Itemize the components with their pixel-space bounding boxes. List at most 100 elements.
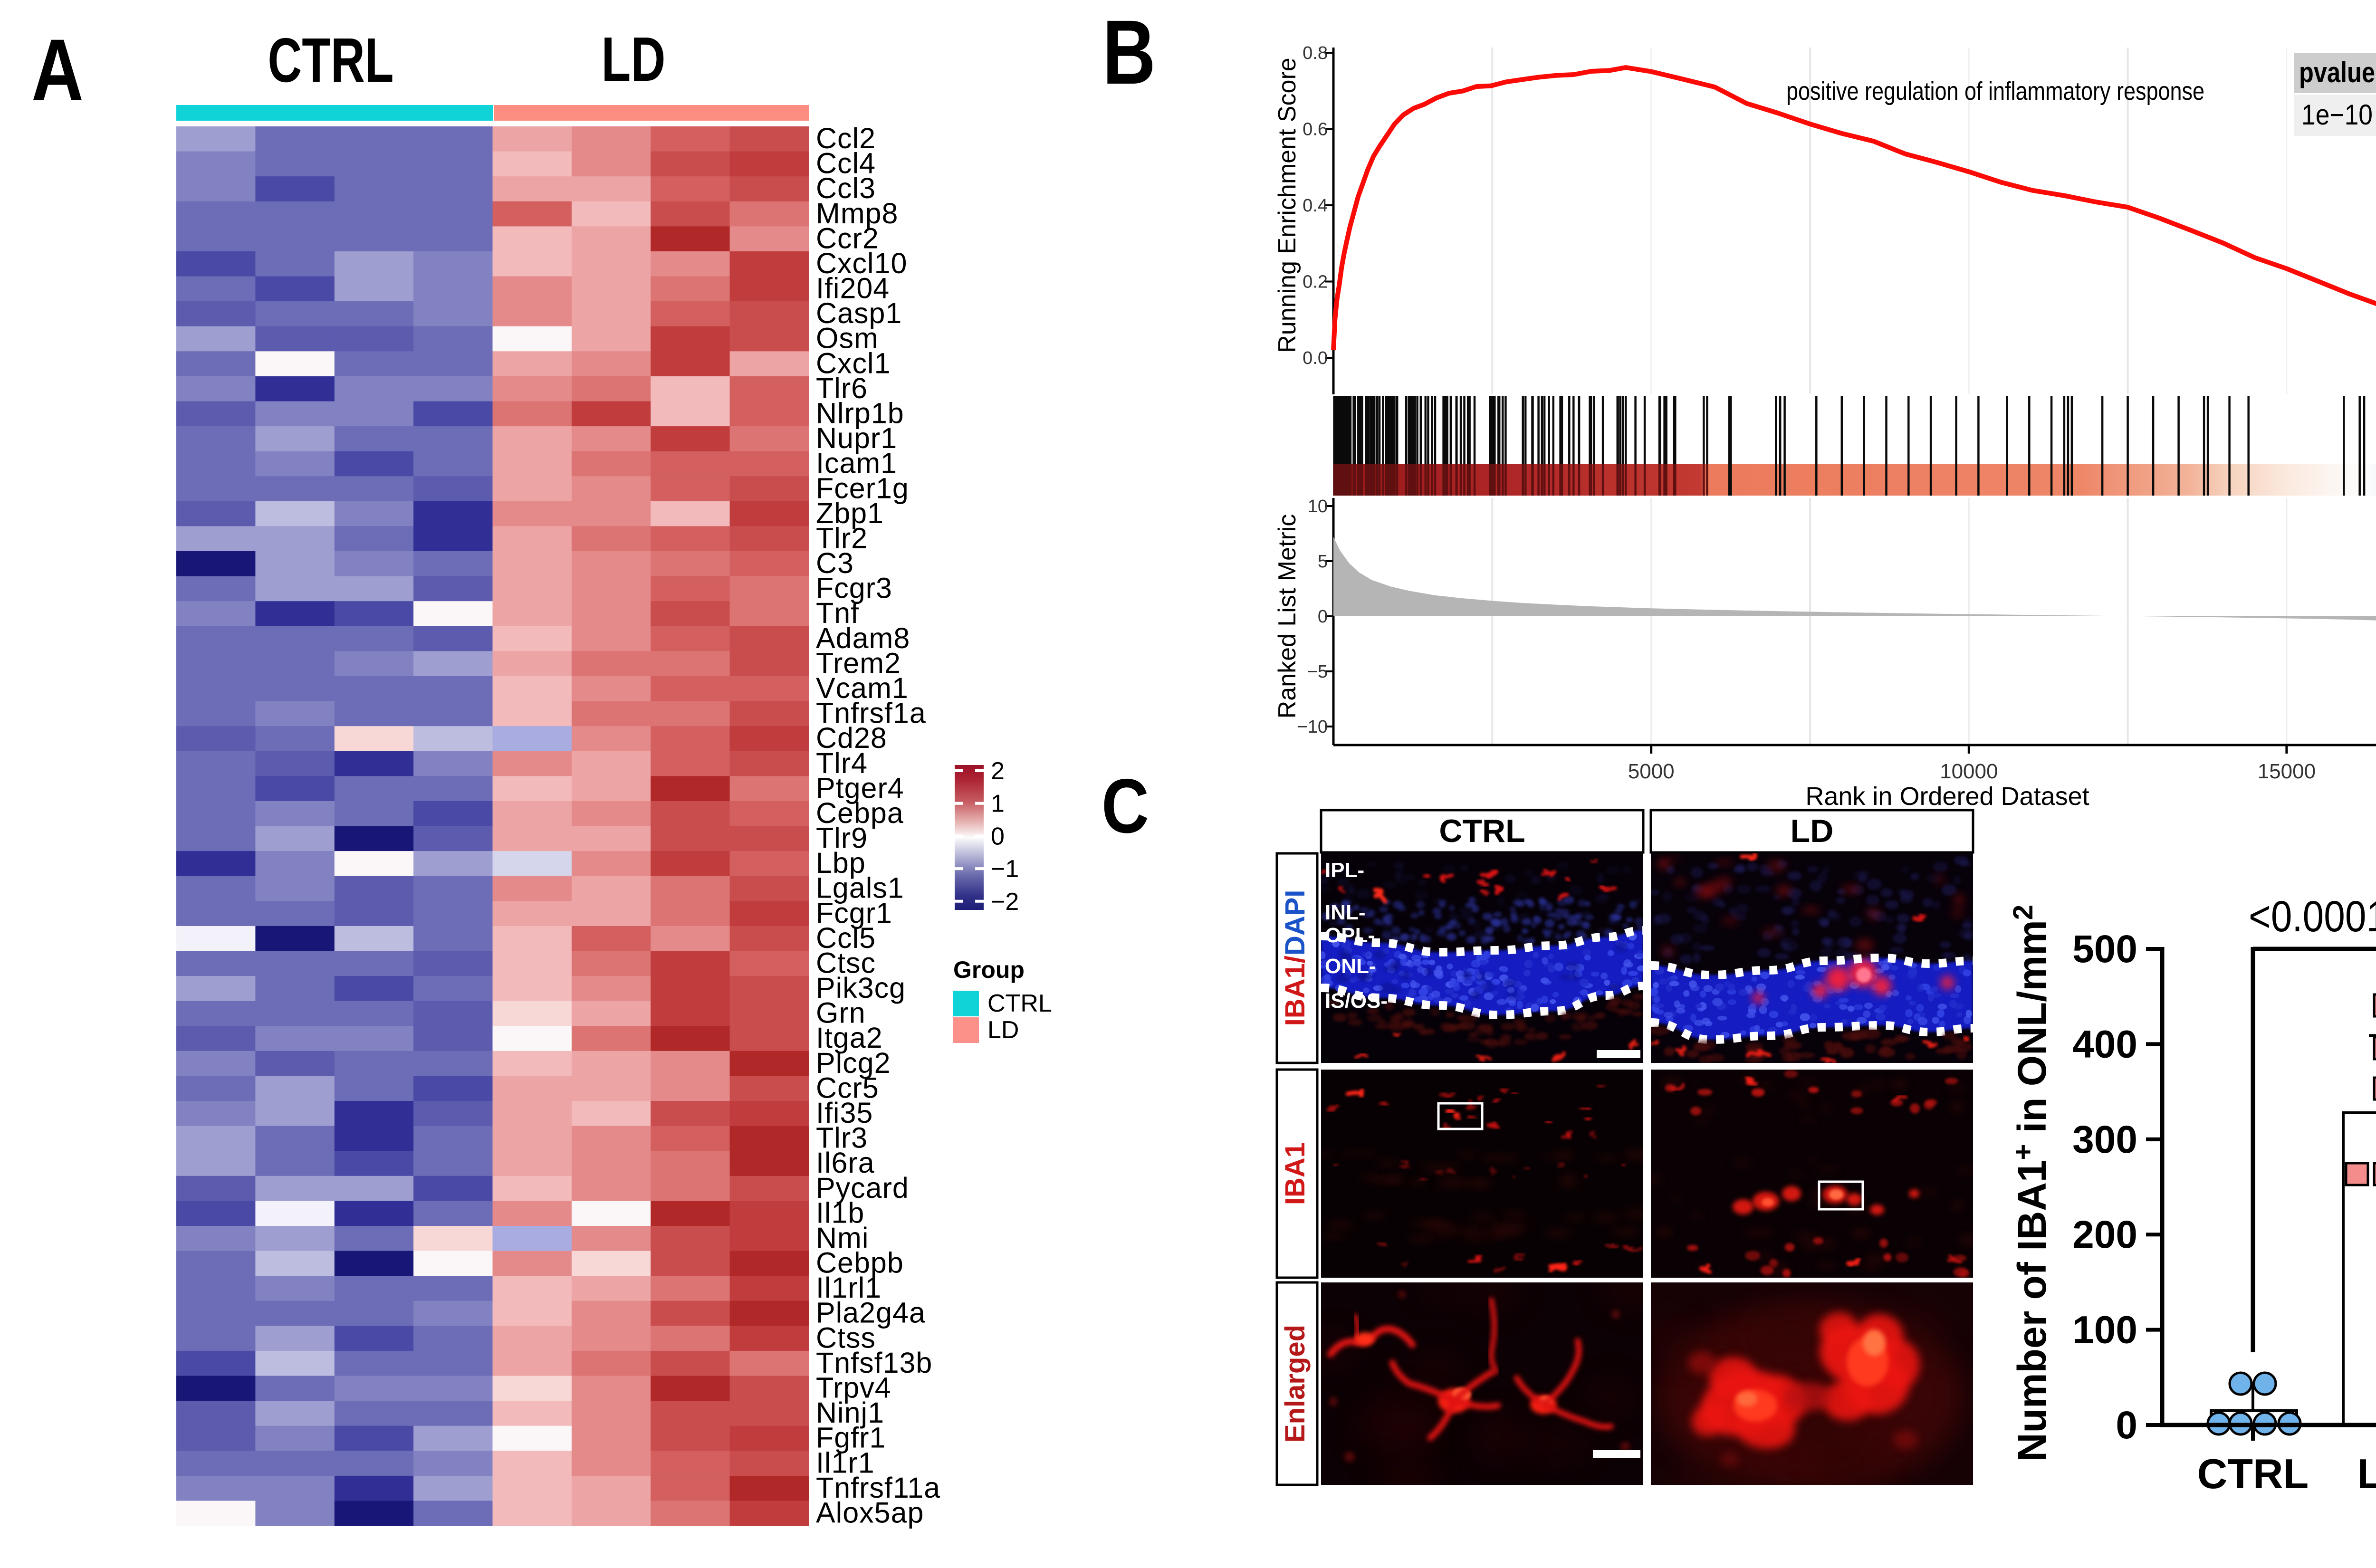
svg-text:Pik3cg: Pik3cg <box>816 972 906 1004</box>
svg-text:Fcer1g: Fcer1g <box>816 472 909 504</box>
svg-text:Trem2: Trem2 <box>816 647 901 679</box>
svg-text:Group: Group <box>953 956 1025 983</box>
svg-text:0.2: 0.2 <box>1303 272 1328 292</box>
svg-text:0: 0 <box>2116 1404 2137 1447</box>
svg-text:Ccl5: Ccl5 <box>816 922 876 954</box>
svg-text:Ifi35: Ifi35 <box>816 1097 873 1129</box>
svg-text:Tlr2: Tlr2 <box>816 522 868 554</box>
svg-text:−5: −5 <box>1307 662 1328 682</box>
svg-text:Tnfrsf1a: Tnfrsf1a <box>816 697 926 729</box>
svg-text:Tnf: Tnf <box>816 597 859 629</box>
svg-text:Grn: Grn <box>816 997 866 1029</box>
svg-text:Casp1: Casp1 <box>816 297 902 329</box>
svg-text:Zbp1: Zbp1 <box>816 497 884 529</box>
svg-text:Ptger4: Ptger4 <box>816 772 904 804</box>
svg-text:C3: C3 <box>816 547 854 579</box>
svg-text:CTRL: CTRL <box>268 25 394 95</box>
svg-text:Number of IBA1+ in ONL/mm2: Number of IBA1+ in ONL/mm2 <box>2008 905 2054 1462</box>
svg-text:−10: −10 <box>1297 717 1328 737</box>
svg-text:Plcg2: Plcg2 <box>816 1047 891 1079</box>
svg-text:Il1r1: Il1r1 <box>816 1446 875 1479</box>
svg-text:Il1rl1: Il1rl1 <box>816 1272 881 1304</box>
svg-text:Mmp8: Mmp8 <box>816 197 898 229</box>
svg-text:Osm: Osm <box>816 322 879 354</box>
svg-text:Ifi204: Ifi204 <box>816 272 890 305</box>
svg-text:Tnfrsf11a: Tnfrsf11a <box>816 1472 940 1504</box>
svg-text:Ctss: Ctss <box>816 1321 876 1354</box>
svg-text:CTRL: CTRL <box>987 990 1052 1017</box>
svg-text:Pla2g4a: Pla2g4a <box>816 1297 926 1329</box>
svg-text:Icam1: Icam1 <box>816 447 897 479</box>
svg-text:Tlr3: Tlr3 <box>816 1122 868 1154</box>
svg-text:LD: LD <box>987 1016 1019 1044</box>
svg-text:Enlarged: Enlarged <box>1280 1325 1311 1443</box>
svg-text:Ranked List Metric: Ranked List Metric <box>1274 514 1301 719</box>
svg-text:Il1b: Il1b <box>816 1196 864 1229</box>
svg-text:Cxcl10: Cxcl10 <box>816 247 907 279</box>
svg-text:0: 0 <box>991 822 1005 850</box>
svg-text:Ccl4: Ccl4 <box>816 147 876 180</box>
svg-text:200: 200 <box>2072 1213 2137 1256</box>
svg-text:ONL-: ONL- <box>1325 955 1376 978</box>
svg-text:0.8: 0.8 <box>1303 43 1328 63</box>
svg-text:Tnfsf13b: Tnfsf13b <box>816 1347 932 1379</box>
svg-text:IS/OS-: IS/OS- <box>1325 989 1388 1013</box>
svg-text:Adam8: Adam8 <box>816 622 910 654</box>
svg-text:15000: 15000 <box>2258 760 2316 783</box>
svg-text:Nupr1: Nupr1 <box>816 422 897 454</box>
svg-text:Itga2: Itga2 <box>816 1022 883 1054</box>
svg-text:Ninj1: Ninj1 <box>816 1396 884 1429</box>
svg-text:Lgals1: Lgals1 <box>816 872 904 904</box>
svg-text:10000: 10000 <box>1940 760 1998 783</box>
svg-text:Tlr9: Tlr9 <box>816 822 868 854</box>
svg-text:LD: LD <box>1791 813 1834 849</box>
svg-text:Nlrp1b: Nlrp1b <box>816 397 904 430</box>
svg-text:−1: −1 <box>991 855 1019 883</box>
svg-text:C: C <box>1102 763 1149 849</box>
svg-text:Running Enrichment Score: Running Enrichment Score <box>1274 57 1301 353</box>
svg-text:Cebpb: Cebpb <box>816 1247 904 1279</box>
svg-text:Tlr4: Tlr4 <box>816 747 868 779</box>
svg-text:Vcam1: Vcam1 <box>816 672 909 704</box>
svg-text:Ccr5: Ccr5 <box>816 1071 879 1104</box>
svg-text:Alox5ap: Alox5ap <box>816 1497 924 1529</box>
svg-text:Lbp: Lbp <box>816 847 866 879</box>
svg-text:0: 0 <box>1318 607 1328 627</box>
svg-text:LD: LD <box>2357 1450 2376 1497</box>
svg-text:positive regulation of inflamm: positive regulation of inflammatory resp… <box>1786 77 2204 105</box>
svg-text:0.6: 0.6 <box>1303 120 1328 140</box>
svg-text:pvalue: pvalue <box>2299 57 2375 88</box>
svg-text:A: A <box>31 21 84 119</box>
svg-text:500: 500 <box>2072 927 2137 971</box>
svg-text:Fcgr1: Fcgr1 <box>816 897 892 929</box>
svg-text:Ccl3: Ccl3 <box>816 172 876 204</box>
svg-text:400: 400 <box>2072 1023 2137 1066</box>
svg-text:Tlr6: Tlr6 <box>816 372 868 404</box>
svg-text:IPL-: IPL- <box>1325 859 1364 882</box>
svg-text:1: 1 <box>991 790 1005 818</box>
svg-text:CTRL: CTRL <box>1439 813 1525 849</box>
svg-text:OPL-: OPL- <box>1325 924 1375 947</box>
svg-text:Trpv4: Trpv4 <box>816 1372 891 1404</box>
svg-text:−2: −2 <box>991 888 1019 916</box>
svg-text:300: 300 <box>2072 1118 2137 1161</box>
svg-text:IBA1: IBA1 <box>1280 1142 1311 1205</box>
svg-text:Ctsc: Ctsc <box>816 947 876 979</box>
svg-text:INL-: INL- <box>1325 901 1366 924</box>
svg-text:Fgfr1: Fgfr1 <box>816 1422 886 1454</box>
svg-text:IBA1/DAPI: IBA1/DAPI <box>1280 890 1311 1026</box>
svg-text:Cxcl1: Cxcl1 <box>816 347 891 379</box>
svg-text:Rank in Ordered Dataset: Rank in Ordered Dataset <box>1805 782 2089 811</box>
svg-text:Ccl2: Ccl2 <box>816 122 876 154</box>
svg-text:0.0: 0.0 <box>1303 348 1328 368</box>
svg-text:Cd28: Cd28 <box>816 722 887 754</box>
svg-text:Ccr2: Ccr2 <box>816 222 879 254</box>
svg-text:5: 5 <box>1318 552 1328 572</box>
svg-text:Cebpa: Cebpa <box>816 797 904 829</box>
svg-text:5000: 5000 <box>1628 760 1675 783</box>
svg-text:B: B <box>1102 1 1156 103</box>
svg-text:<0.0001: <0.0001 <box>2249 892 2376 941</box>
svg-text:CTRL: CTRL <box>2197 1450 2309 1497</box>
svg-text:Fcgr3: Fcgr3 <box>816 572 892 604</box>
svg-text:2: 2 <box>991 757 1005 785</box>
